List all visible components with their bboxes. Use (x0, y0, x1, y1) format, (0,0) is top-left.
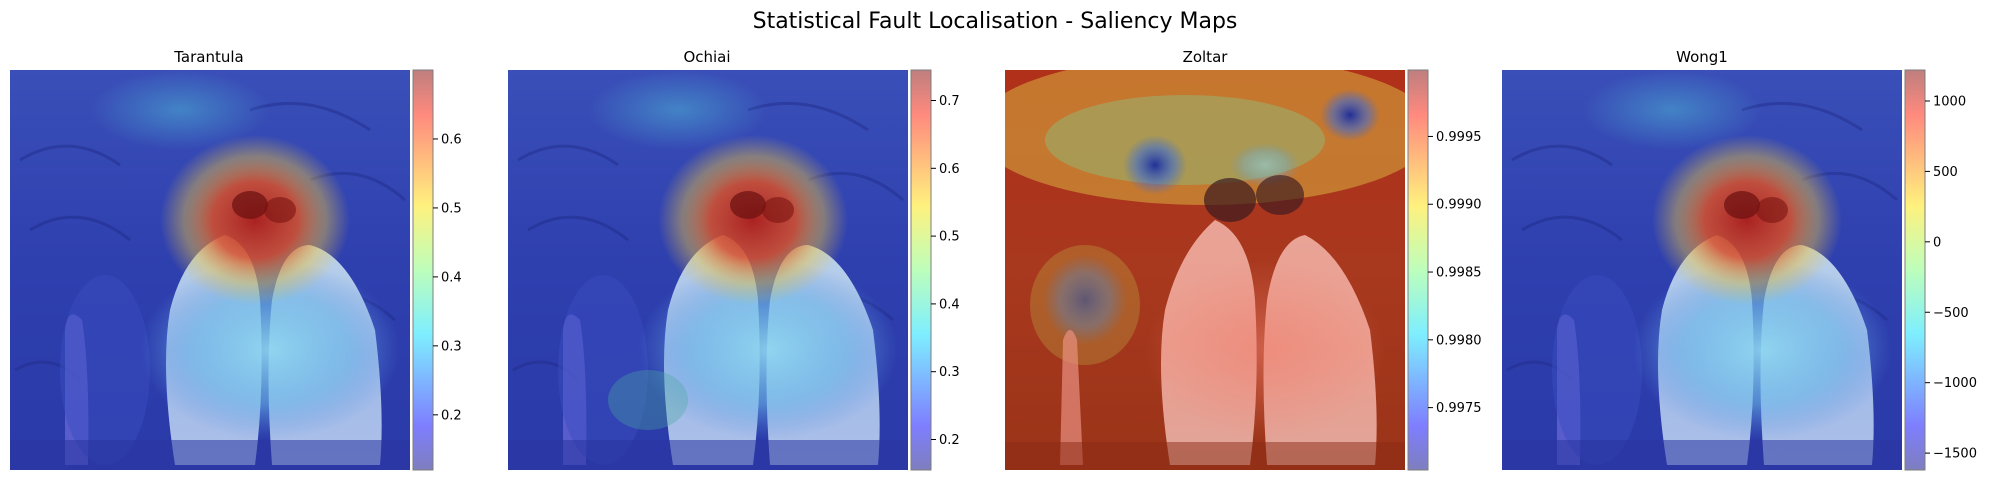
colorbar-tick-label: −500 (1933, 306, 1969, 321)
heatmap-image (508, 70, 908, 470)
colorbar-tick-label: 0.6 (939, 162, 960, 177)
panel-title: Wong1 (1676, 48, 1728, 66)
colorbar (910, 69, 932, 471)
colorbar-tick-label: 0.9985 (1436, 266, 1482, 281)
colorbar-tick-label: 0.2 (939, 433, 960, 448)
panel-title: Zoltar (1183, 48, 1229, 66)
panel-ochiai: Ochiai 0.2 0.3 0.4 0.5 0.6 0.7 (508, 48, 960, 471)
colorbar-tick-label: −1500 (1933, 447, 1977, 462)
colorbar-tick-label: 0.5 (441, 201, 462, 216)
panel-wong1: Wong1 −1500 −1000 −500 0 500 1000 (1502, 48, 1977, 471)
panel-title: Ochiai (683, 48, 730, 66)
figure-title: Statistical Fault Localisation - Salienc… (753, 9, 1238, 34)
colorbar-tick-label: 0.9975 (1436, 401, 1482, 416)
colorbar-ticks: 0.2 0.3 0.4 0.5 0.6 (433, 132, 462, 423)
colorbar-tick-label: 0.9980 (1436, 333, 1482, 348)
heatmap-image (1502, 70, 1902, 470)
colorbar-tick-label: 0.5 (939, 230, 960, 245)
panel-tarantula: Tarantula 0.2 0.3 0.4 0.5 0.6 (10, 48, 462, 471)
colorbar (1407, 69, 1429, 471)
colorbar-tick-label: 0.9990 (1436, 198, 1482, 213)
colorbar (1904, 69, 1926, 471)
colorbar-tick-label: 0 (1933, 235, 1941, 250)
colorbar-tick-label: −1000 (1933, 376, 1977, 391)
heatmap-image (1005, 70, 1405, 470)
colorbar-tick-label: 0.3 (441, 339, 462, 354)
colorbar-tick-label: 0.4 (441, 270, 462, 285)
colorbar-tick-label: 0.7 (939, 94, 960, 109)
colorbar-tick-label: 0.9995 (1436, 130, 1482, 145)
colorbar-tick-label: 0.6 (441, 132, 462, 147)
heatmap-image (10, 70, 410, 470)
colorbar-tick-label: 500 (1933, 165, 1958, 180)
colorbar-tick-label: 0.2 (441, 408, 462, 423)
colorbar-ticks: 0.9975 0.9980 0.9985 0.9990 0.9995 (1428, 130, 1482, 416)
colorbar (412, 69, 434, 471)
colorbar-tick-label: 0.3 (939, 365, 960, 380)
panel-title: Tarantula (173, 48, 244, 66)
colorbar-tick-label: 0.4 (939, 297, 960, 312)
colorbar-ticks: −1500 −1000 −500 0 500 1000 (1925, 94, 1977, 462)
colorbar-tick-label: 1000 (1933, 94, 1966, 109)
colorbar-ticks: 0.2 0.3 0.4 0.5 0.6 0.7 (931, 94, 960, 448)
